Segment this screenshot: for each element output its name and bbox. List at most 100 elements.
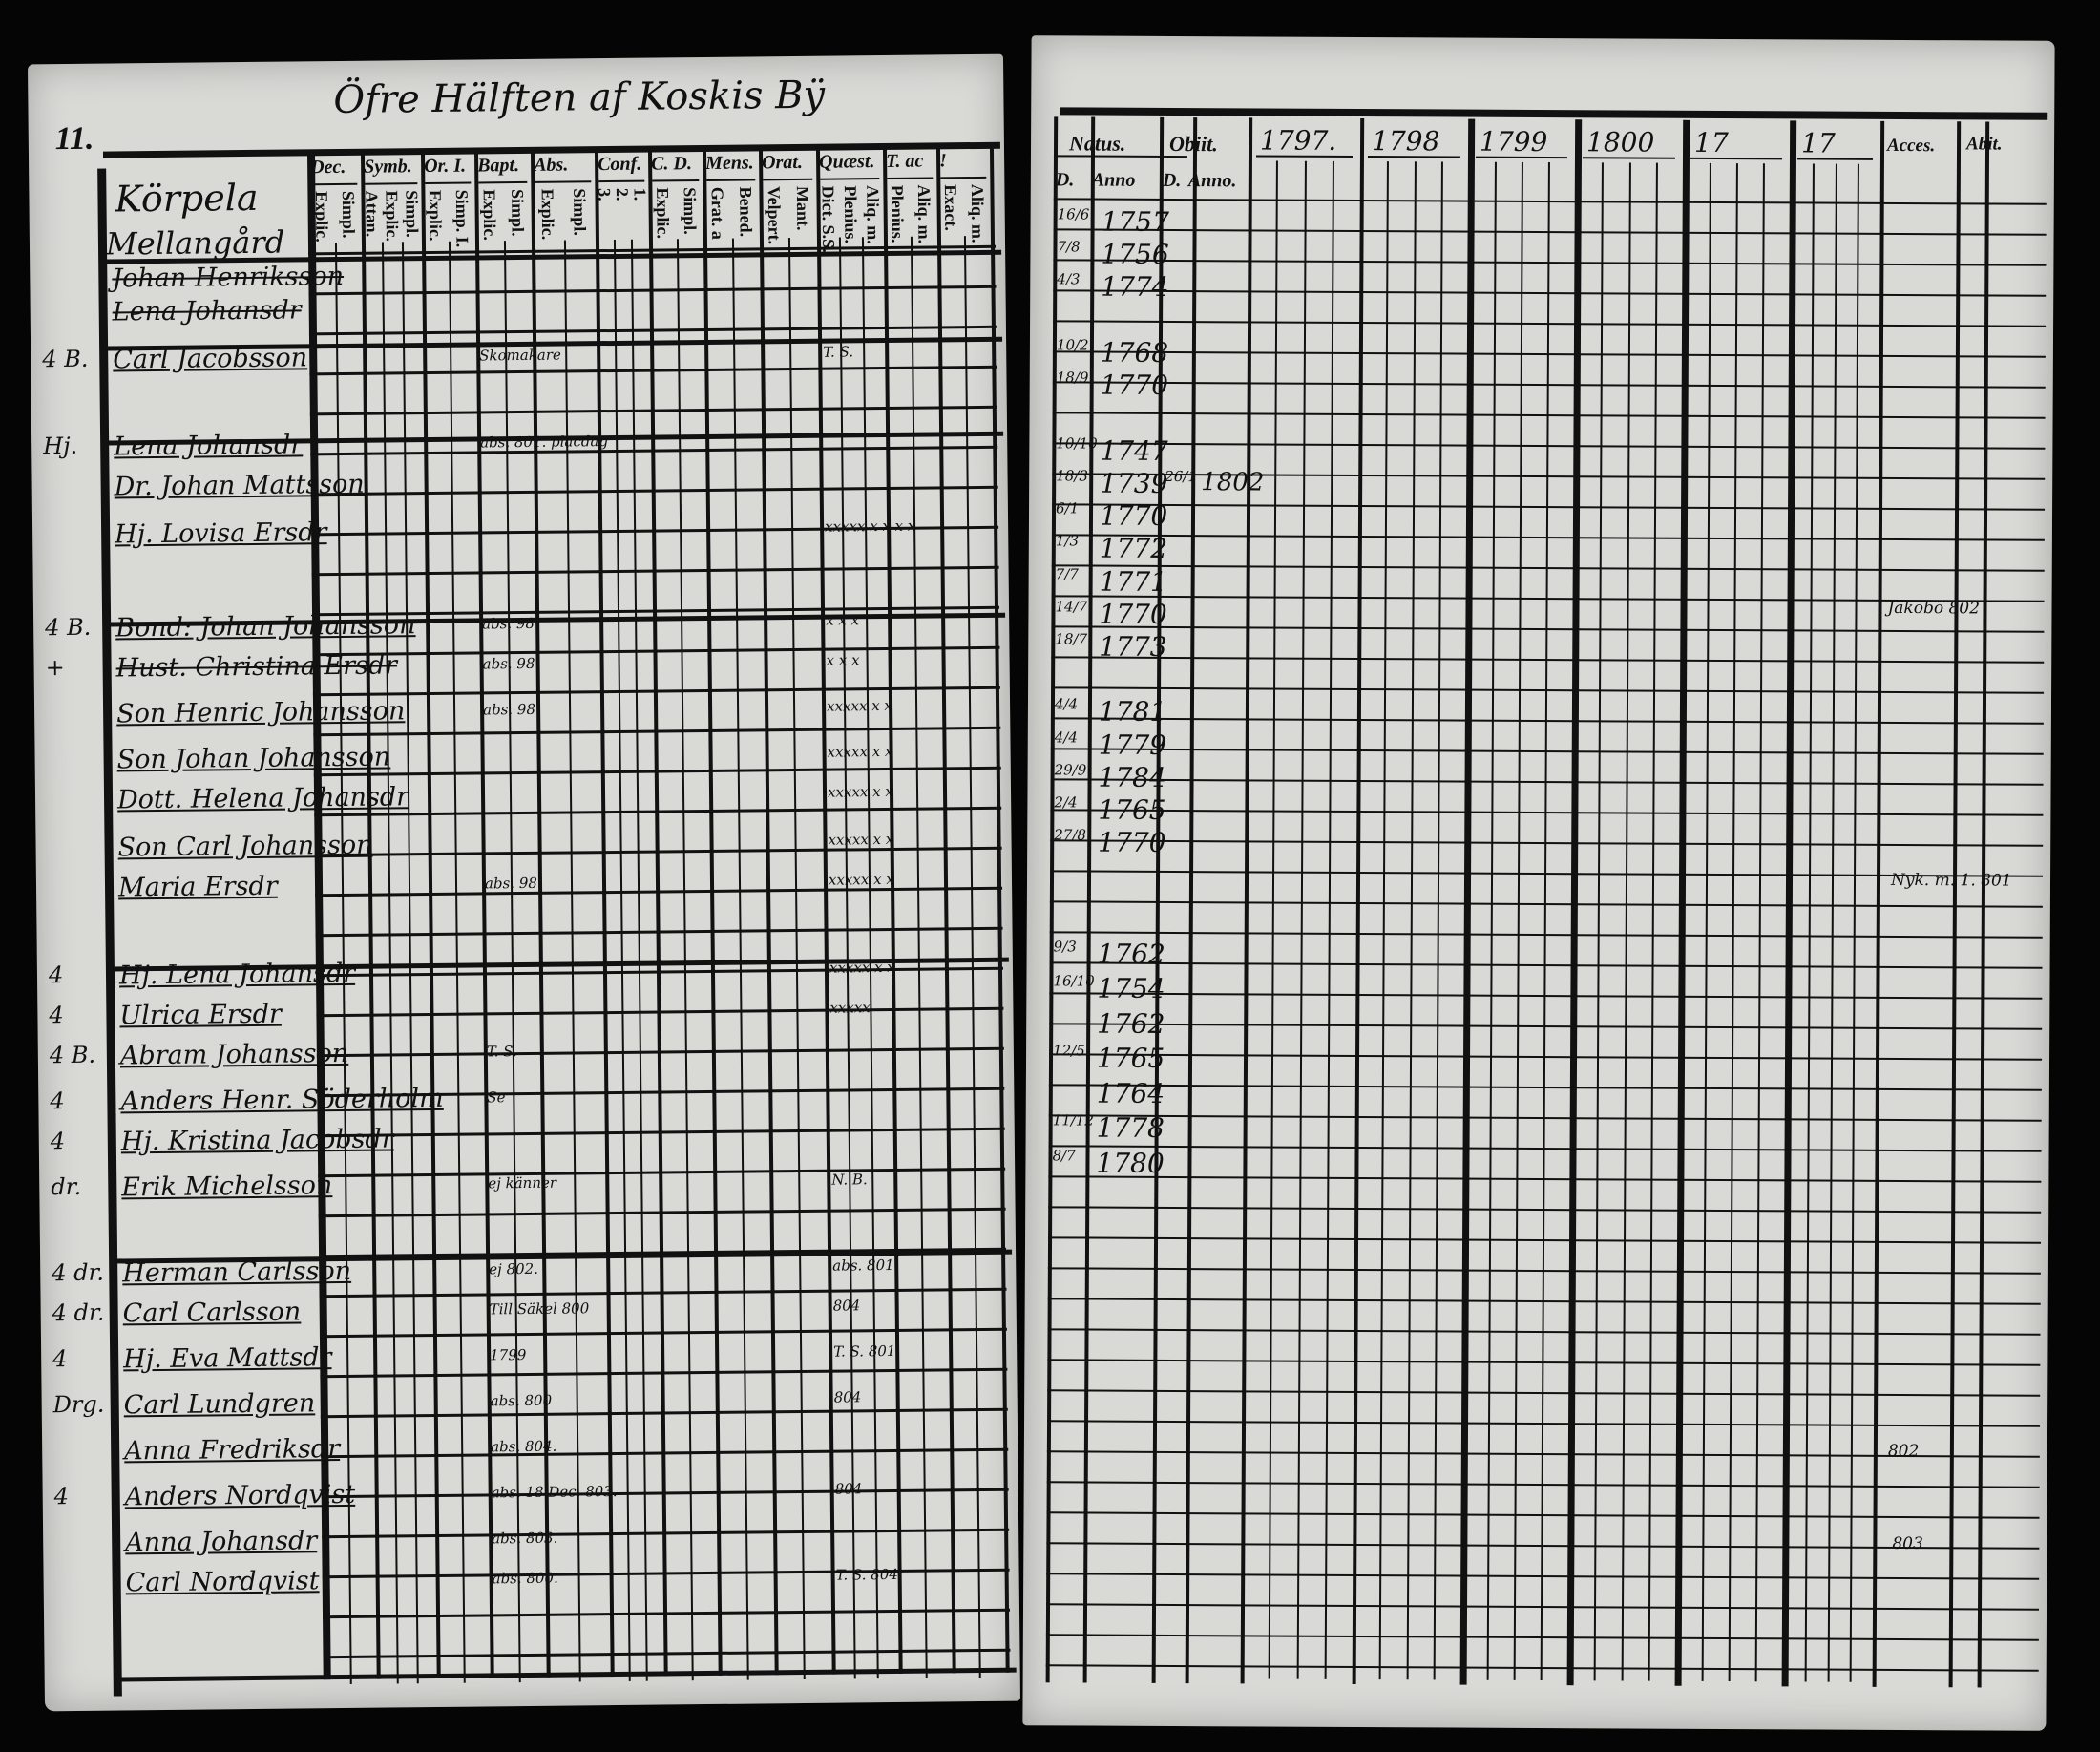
person-name: Abram Johansson xyxy=(119,1038,349,1071)
year-header: 1800 xyxy=(1586,126,1655,158)
column-subheader: Plenius. xyxy=(887,184,908,243)
column-subheader: Simpl. xyxy=(508,188,528,237)
birth-year: 1778 xyxy=(1096,1111,1166,1145)
birth-year: 1774 xyxy=(1101,271,1169,304)
birth-day: 14/7 xyxy=(1055,598,1088,616)
column-subheader: 3. xyxy=(595,187,615,201)
column-header: Symb. xyxy=(364,156,412,178)
row-note: Se xyxy=(487,1088,506,1107)
row-marks: xxxxx x x xyxy=(828,870,894,889)
birth-year: 1784 xyxy=(1098,761,1166,793)
column-subheader: Simpl. xyxy=(570,188,590,236)
row-marks: xxxxx x x xyxy=(828,830,894,849)
birth-day: 16/10 xyxy=(1053,972,1095,990)
person-name: Anders Henr. Söderholm xyxy=(120,1083,444,1117)
rule-line xyxy=(311,182,358,186)
column-subheader: Simpl. xyxy=(680,187,701,235)
birth-year: 1762 xyxy=(1097,938,1166,970)
row-note: 1799 xyxy=(490,1346,527,1364)
row-note: ej känner xyxy=(488,1173,557,1193)
column-line xyxy=(882,145,903,1674)
birth-day: 9/3 xyxy=(1053,938,1077,956)
birth-day: 1/3 xyxy=(1055,532,1080,550)
natus-anno-header: Anno xyxy=(1091,169,1136,191)
birth-day: 11/12 xyxy=(1052,1111,1094,1129)
right-page: Natus. D. Anno Obiit. D. Anno. Acces. Ab… xyxy=(1022,35,2055,1731)
folio-number: 11. xyxy=(54,120,94,158)
birth-year: 1770 xyxy=(1100,369,1169,402)
abiit-header: Abit. xyxy=(1966,134,2003,155)
rule-line xyxy=(365,182,418,185)
obiit-day-header: D. xyxy=(1162,169,1182,192)
person-name: Hj. Eva Mattsdr xyxy=(123,1342,332,1375)
person-name: Herman Carlsson xyxy=(122,1256,352,1289)
column-header: Bapt. xyxy=(477,155,520,177)
row-note: abs. 801. placdag xyxy=(480,433,609,452)
row-mark: Drg. xyxy=(52,1390,105,1419)
person-name: Dr. Johan Mattsson xyxy=(114,469,365,502)
rule-line xyxy=(1690,157,1782,160)
farm-name: Körpela xyxy=(115,176,259,221)
death-day: 26/1 xyxy=(1165,467,1197,485)
birth-year: 1747 xyxy=(1100,434,1168,467)
death-year: 1802 xyxy=(1201,467,1265,497)
column-line xyxy=(594,149,615,1678)
row-marks: xxxxx x x xyxy=(829,958,895,977)
column-subheader: 1. xyxy=(630,187,650,201)
column-subheader: Simpl. xyxy=(402,190,422,238)
row-note: Till Säkel 800 xyxy=(489,1299,590,1319)
left-page: 11. Öfre Hälften af Koskis Bÿ Körpela Me… xyxy=(27,53,1021,1712)
column-subheader: Aliq. m. xyxy=(863,185,883,244)
rule-line xyxy=(1053,155,1187,158)
column-subheader: Aliq. m. xyxy=(914,184,934,244)
row-marks: xxxxx x x xyxy=(827,782,893,801)
birth-year: 1765 xyxy=(1098,793,1166,827)
row-mark: 4 dr. xyxy=(52,1298,105,1327)
rule-line xyxy=(1060,107,2048,120)
column-subheader: Explic. xyxy=(537,188,558,241)
row-marks: 804 xyxy=(834,1480,863,1498)
birth-year: 1771 xyxy=(1099,565,1168,598)
column-subheader: Exact. xyxy=(940,184,961,231)
row-mark: 4 xyxy=(53,1483,70,1510)
birth-year: 1739 xyxy=(1100,467,1168,499)
row-marks: xxxxx x x xyxy=(827,742,893,761)
birth-day: 16/6 xyxy=(1057,205,1090,223)
row-note: abs. 803. xyxy=(492,1529,558,1548)
birth-day: 7/8 xyxy=(1057,238,1081,256)
birth-year: 1756 xyxy=(1101,238,1169,271)
person-name: Anders Nordqvist xyxy=(124,1479,356,1512)
row-mark: 4 xyxy=(49,1002,64,1029)
row-marks: 804 xyxy=(832,1297,861,1315)
year-header: 17 xyxy=(1800,127,1836,159)
farm-subname: Mellangård xyxy=(105,223,285,263)
rule-line xyxy=(1367,156,1460,158)
page-title: Öfre Hälften af Koskis Bÿ xyxy=(333,73,826,123)
person-name: Hust. Christina Ersdr xyxy=(116,650,398,684)
birth-year: 1781 xyxy=(1098,696,1167,728)
column-header: ! xyxy=(938,150,948,172)
person-name: Hj. Kristina Jacobsdr xyxy=(120,1124,394,1157)
column-subheader: Mant. xyxy=(792,185,813,231)
rule-line xyxy=(763,178,813,181)
row-note: abs. 98 xyxy=(482,654,536,673)
birth-day: 4/3 xyxy=(1057,270,1081,288)
rule-line xyxy=(478,180,528,184)
column-header: Or. I. xyxy=(424,155,467,178)
rule-line xyxy=(535,180,592,183)
rule-line xyxy=(940,176,987,179)
column-subheader: Bened. xyxy=(736,186,756,238)
person-name: Dott. Helena Johansdr xyxy=(116,782,410,815)
birth-day: 18/3 xyxy=(1056,467,1088,485)
row-note: abs. 800 xyxy=(490,1391,553,1410)
year-header: 1797. xyxy=(1259,124,1337,157)
accessit-header: Acces. xyxy=(1886,135,1936,157)
rule-line xyxy=(820,178,880,180)
row-mark: 4 dr. xyxy=(52,1258,105,1287)
rule-line xyxy=(1582,157,1675,159)
row-mark: 4 B. xyxy=(45,613,92,642)
column-subheader: Plenius. xyxy=(840,185,861,243)
birth-day: 8/7 xyxy=(1052,1147,1076,1165)
rule-line xyxy=(652,179,700,182)
